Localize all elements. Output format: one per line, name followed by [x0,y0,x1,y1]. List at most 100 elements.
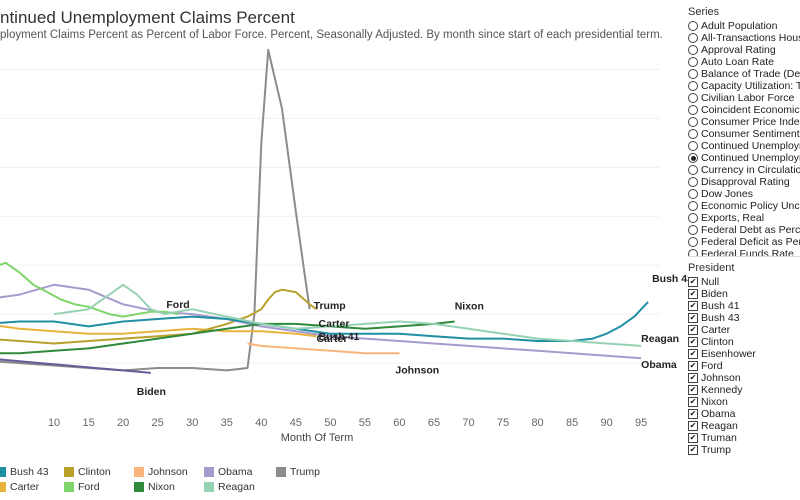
president-option[interactable]: ✔ Eisenhower [688,348,800,360]
legend-item[interactable]: Bush 43 [0,466,49,478]
series-option[interactable]: All-Transactions House Pr [688,32,800,44]
series-line-trump[interactable] [0,48,311,372]
radio-button[interactable] [688,81,698,91]
radio-button[interactable] [688,21,698,31]
president-option[interactable]: ✔ Ford [688,360,800,372]
series-option-label: Adult Population [701,20,778,32]
checkbox[interactable]: ✔ [688,373,698,383]
series-option[interactable]: Federal Debt as Percent o [688,224,800,236]
president-option[interactable]: ✔ Truman [688,432,800,444]
series-line-ford[interactable] [0,261,179,318]
series-filter-panel: Series Adult Population All-Transactions … [688,6,800,257]
legend-item[interactable]: Reagan [204,481,255,493]
president-option[interactable]: ✔ Trump [688,444,800,456]
radio-button[interactable] [688,93,698,103]
series-option[interactable]: Economic Policy Uncertai [688,200,800,212]
radio-button[interactable] [688,153,698,163]
checkbox[interactable]: ✔ [688,349,698,359]
radio-button[interactable] [688,141,698,151]
legend-item[interactable]: Obama [204,466,252,478]
series-line-nixon[interactable] [0,320,455,355]
series-option-label: Dow Jones [701,188,753,200]
checkbox[interactable]: ✔ [688,397,698,407]
checkbox[interactable]: ✔ [688,361,698,371]
checkbox[interactable]: ✔ [688,301,698,311]
series-option[interactable]: Civilian Labor Force [688,92,800,104]
president-option-label: Johnson [701,372,741,384]
radio-button[interactable] [688,213,698,223]
series-option[interactable]: Exports, Real [688,212,800,224]
series-option[interactable]: Disapproval Rating [688,176,800,188]
series-line-johnson[interactable] [247,342,400,355]
series-option[interactable]: Currency in Circulation [688,164,800,176]
series-option[interactable]: Coincident Economic Indic [688,104,800,116]
series-option-label: Coincident Economic Indic [701,104,800,116]
series-option[interactable]: Balance of Trade (Deficit) [688,68,800,80]
x-tick-label: 95 [635,417,647,429]
checkbox[interactable]: ✔ [688,289,698,299]
series-option-label: Exports, Real [701,212,765,224]
x-axis-title: Month Of Term [281,432,354,444]
series-line-reagan[interactable] [53,283,642,347]
president-option[interactable]: ✔ Obama [688,408,800,420]
legend-item[interactable]: Nixon [134,481,175,493]
president-option[interactable]: ✔ Reagan [688,420,800,432]
series-option-label: Balance of Trade (Deficit) [701,68,800,80]
series-option[interactable]: Auto Loan Rate [688,56,800,68]
series-option[interactable]: Dow Jones [688,188,800,200]
radio-button[interactable] [688,33,698,43]
series-option[interactable]: Approval Rating [688,44,800,56]
series-option[interactable]: Capacity Utilization: Total [688,80,800,92]
president-option[interactable]: ✔ Carter [688,324,800,336]
radio-button[interactable] [688,201,698,211]
radio-button[interactable] [688,117,698,127]
series-line-obama[interactable] [0,283,642,360]
legend-label: Johnson [148,466,188,478]
series-line-clinton[interactable] [0,288,318,345]
president-option[interactable]: ✔ Clinton [688,336,800,348]
radio-button[interactable] [688,105,698,115]
checkbox[interactable]: ✔ [688,325,698,335]
president-option[interactable]: ✔ Biden [688,288,800,300]
radio-button[interactable] [688,57,698,67]
series-option[interactable]: Continued Unemployment [688,152,800,164]
radio-button[interactable] [688,249,698,256]
checkbox[interactable]: ✔ [688,313,698,323]
legend-item[interactable]: Trump [276,466,320,478]
series-line-carter[interactable] [0,324,317,338]
president-option[interactable]: ✔ Bush 41 [688,300,800,312]
series-line-biden[interactable] [0,358,151,374]
x-tick-label: 40 [255,417,267,429]
radio-button[interactable] [688,165,698,175]
president-option[interactable]: ✔ Kennedy [688,384,800,396]
president-option[interactable]: ✔ Null [688,276,800,288]
series-line-bush-43[interactable] [0,301,649,342]
checkbox[interactable]: ✔ [688,433,698,443]
checkbox[interactable]: ✔ [688,409,698,419]
checkbox[interactable]: ✔ [688,421,698,431]
legend-item[interactable]: Carter [0,481,39,493]
radio-button[interactable] [688,225,698,235]
legend-item[interactable]: Ford [64,481,100,493]
radio-button[interactable] [688,69,698,79]
radio-button[interactable] [688,45,698,55]
legend-item[interactable]: Johnson [134,466,188,478]
checkbox[interactable]: ✔ [688,277,698,287]
series-option[interactable]: Consumer Sentiment Index [688,128,800,140]
checkbox[interactable]: ✔ [688,385,698,395]
radio-button[interactable] [688,177,698,187]
president-option[interactable]: ✔ Nixon [688,396,800,408]
radio-button[interactable] [688,237,698,247]
radio-button[interactable] [688,129,698,139]
series-option[interactable]: Federal Funds Rate [688,248,800,256]
legend-item[interactable]: Clinton [64,466,111,478]
series-option[interactable]: Federal Deficit as Percent [688,236,800,248]
series-option[interactable]: Consumer Price Index [688,116,800,128]
radio-button[interactable] [688,189,698,199]
series-option[interactable]: Continued Unemployment [688,140,800,152]
checkbox[interactable]: ✔ [688,337,698,347]
president-option[interactable]: ✔ Johnson [688,372,800,384]
checkbox[interactable]: ✔ [688,445,698,455]
series-option[interactable]: Adult Population [688,20,800,32]
president-option[interactable]: ✔ Bush 43 [688,312,800,324]
